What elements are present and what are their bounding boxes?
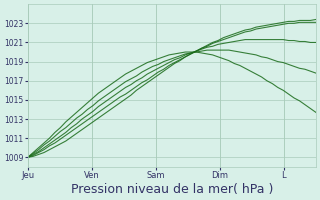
X-axis label: Pression niveau de la mer( hPa ): Pression niveau de la mer( hPa ) (71, 183, 273, 196)
